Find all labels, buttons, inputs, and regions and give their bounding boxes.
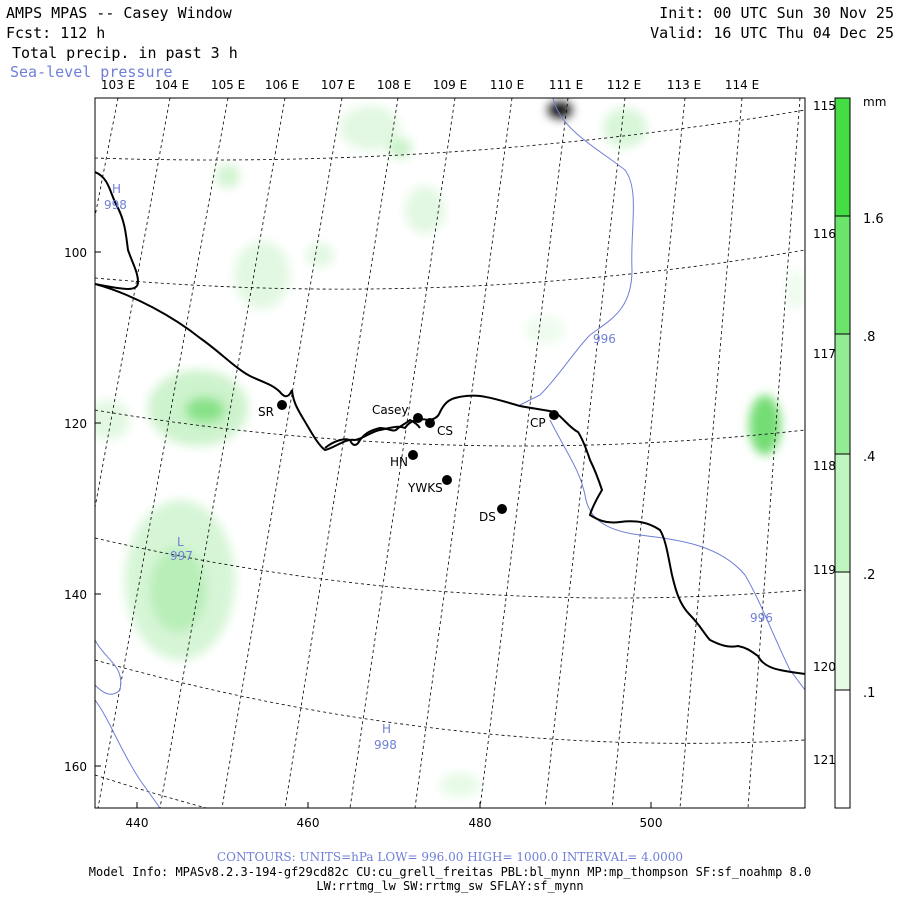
contour-label: 996 (593, 332, 616, 346)
lon-label: 110 E (490, 78, 524, 92)
model-info: Model Info: MPASv8.2.3-194-gf29cd82c CU:… (88, 865, 812, 879)
colorbar (834, 97, 851, 809)
valid-time: Valid: 16 UTC Thu 04 Dec 25 (650, 24, 894, 42)
lon-label: 108 E (377, 78, 411, 92)
colorbar-label: 1.6 (863, 212, 884, 227)
y-tick-label: 100 (64, 246, 87, 260)
y-tick-label: 120 (64, 417, 87, 431)
forecast-hour: Fcst: 112 h (6, 24, 106, 42)
field-precip-label: Total precip. in past 3 h (12, 44, 238, 62)
stations: SR Casey CS CP HN YWKS DS (258, 400, 559, 524)
coastline (95, 171, 805, 675)
lon-label: 111 E (549, 78, 583, 92)
lon-label: 107 E (321, 78, 355, 92)
lon-label: 109 E (433, 78, 467, 92)
colorbar-bin (835, 98, 850, 216)
low-pressure-marker: L (177, 535, 184, 549)
longitude-lines (95, 98, 801, 808)
station-marker (442, 475, 452, 485)
station-marker (413, 413, 423, 423)
lon-label: 103 E (101, 78, 135, 92)
colorbar-label: .8 (863, 330, 875, 345)
colorbar-label: .1 (863, 686, 875, 701)
plot-frame (94, 97, 806, 809)
map-plot: H 998 996 L 997 996 H 998 SR Casey CS CP… (64, 78, 886, 830)
lon-label: 104 E (155, 78, 189, 92)
station-marker (277, 400, 287, 410)
map-background (95, 98, 805, 808)
station-label: Casey (372, 403, 408, 417)
lon-label: 106 E (265, 78, 299, 92)
y-tick-label: 160 (64, 760, 87, 774)
colorbar-label: .4 (863, 450, 875, 465)
slp-contours (95, 98, 805, 808)
latitude-lines (95, 109, 805, 808)
contour-label: 996 (750, 611, 773, 625)
lon-label: 113 E (667, 78, 701, 92)
pressure-value: 997 (170, 549, 193, 563)
chart-title: AMPS MPAS -- Casey Window (6, 4, 232, 22)
station-marker (425, 418, 435, 428)
x-axis (136, 802, 652, 808)
physics-info: LW:rrtmg_lw SW:rrtmg_sw SFLAY:sf_mynn (316, 879, 584, 893)
station-label: HN (390, 455, 408, 469)
top-lon-labels: 103 E 104 E 105 E 106 E 107 E 108 E 109 … (101, 78, 759, 92)
colorbar-bin (835, 572, 850, 690)
precip-shading (95, 102, 805, 797)
colorbar-bin (835, 334, 850, 454)
lon-label: 105 E (211, 78, 245, 92)
colorbar-bin (835, 690, 850, 808)
high-pressure-marker: H (382, 722, 391, 736)
pressure-labels: H 998 996 L 997 996 H 998 (104, 182, 773, 752)
y-tick-label: 140 (64, 588, 87, 602)
coastline-inlet (324, 418, 421, 449)
colorbar-bin (835, 216, 850, 334)
station-label: DS (479, 510, 496, 524)
station-label: CS (437, 424, 453, 438)
contour-info: CONTOURS: UNITS=hPa LOW= 996.00 HIGH= 10… (216, 850, 684, 864)
x-tick-label: 480 (469, 816, 492, 830)
colorbar-unit: mm (863, 95, 886, 109)
high-pressure-marker: H (112, 182, 121, 196)
x-tick-label: 460 (297, 816, 320, 830)
lon-label: 112 E (607, 78, 641, 92)
colorbar-label: .2 (863, 568, 875, 583)
lon-label: 114 E (725, 78, 759, 92)
x-tick-label: 500 (640, 816, 663, 830)
x-tick-label: 440 (126, 816, 149, 830)
station-marker (497, 504, 507, 514)
station-label: CP (530, 416, 546, 430)
colorbar-bin (835, 454, 850, 572)
station-label: SR (258, 405, 274, 419)
pressure-value: 998 (374, 738, 397, 752)
pressure-value: 998 (104, 198, 127, 212)
init-time: Init: 00 UTC Sun 30 Nov 25 (659, 4, 894, 22)
station-marker (549, 410, 559, 420)
field-slp-label: Sea-level pressure (10, 63, 173, 81)
station-marker (408, 450, 418, 460)
station-label: YWKS (407, 481, 443, 495)
colorbar-frame (834, 97, 851, 809)
y-axis (95, 251, 101, 767)
